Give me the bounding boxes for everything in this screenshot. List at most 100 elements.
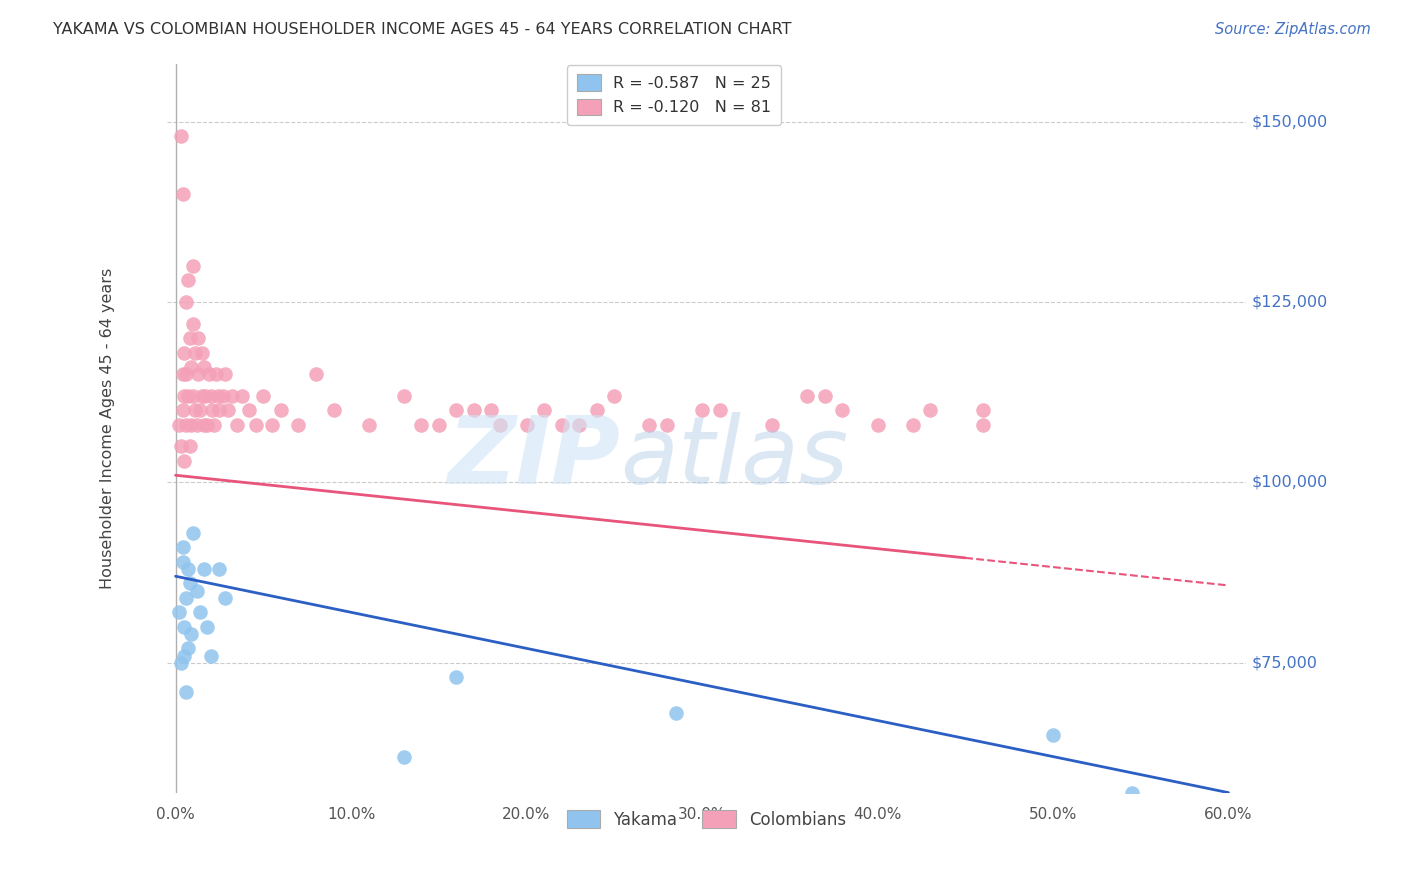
Point [181, 389, 204, 403]
Point [665, 706, 688, 721]
Point [177, 562, 200, 576]
Point [638, 417, 661, 432]
Text: 60.0%: 60.0% [1204, 806, 1253, 822]
Text: 20.0%: 20.0% [502, 806, 551, 822]
Point [177, 641, 200, 656]
Point [200, 648, 222, 663]
Point [226, 417, 249, 432]
Point [920, 403, 942, 417]
Text: $150,000: $150,000 [1251, 114, 1327, 129]
Point [427, 417, 450, 432]
Point [173, 620, 195, 634]
Point [214, 591, 236, 605]
Point [585, 403, 607, 417]
Point [690, 403, 713, 417]
Point [177, 389, 200, 403]
Point [202, 417, 225, 432]
Point [655, 417, 678, 432]
Text: ZIP: ZIP [447, 411, 620, 503]
Point [167, 605, 190, 619]
Point [188, 605, 211, 619]
Text: 40.0%: 40.0% [853, 806, 901, 822]
Text: YAKAMA VS COLOMBIAN HOUSEHOLDER INCOME AGES 45 - 64 YEARS CORRELATION CHART: YAKAMA VS COLOMBIAN HOUSEHOLDER INCOME A… [53, 22, 792, 37]
Point [173, 454, 195, 468]
Point [238, 403, 260, 417]
Point [212, 389, 235, 403]
Point [181, 525, 204, 540]
Point [221, 389, 243, 403]
Point [172, 403, 194, 417]
Point [392, 749, 415, 764]
Point [1121, 786, 1143, 800]
Point [186, 417, 208, 432]
Point [796, 389, 818, 403]
Point [603, 389, 626, 403]
Point [217, 403, 239, 417]
Point [262, 417, 284, 432]
Text: Source: ZipAtlas.com: Source: ZipAtlas.com [1215, 22, 1371, 37]
Point [167, 417, 190, 432]
Point [481, 403, 503, 417]
Point [194, 389, 217, 403]
Text: Householder Income Ages 45 - 64 years: Householder Income Ages 45 - 64 years [100, 268, 115, 589]
Point [357, 417, 380, 432]
Point [180, 417, 202, 432]
Point [392, 389, 415, 403]
Point [193, 417, 215, 432]
Point [533, 403, 555, 417]
Point [172, 555, 194, 569]
Point [173, 345, 195, 359]
Point [173, 389, 195, 403]
Point [305, 368, 328, 382]
Point [195, 620, 218, 634]
Text: $125,000: $125,000 [1251, 294, 1327, 310]
Point [208, 403, 231, 417]
Point [187, 368, 209, 382]
Point [174, 591, 197, 605]
Point [901, 417, 924, 432]
Point [179, 439, 201, 453]
Point [972, 403, 994, 417]
Point [866, 417, 889, 432]
Point [972, 417, 994, 432]
Point [245, 417, 267, 432]
Point [322, 403, 344, 417]
Point [174, 368, 197, 382]
Point [174, 295, 197, 310]
Text: 30.0%: 30.0% [678, 806, 727, 822]
Point [172, 368, 194, 382]
Point [188, 403, 211, 417]
Point [180, 359, 202, 374]
Point [193, 359, 215, 374]
Point [411, 417, 433, 432]
Point [568, 417, 591, 432]
Point [463, 403, 485, 417]
Point [208, 562, 231, 576]
Point [287, 417, 309, 432]
Point [170, 439, 193, 453]
Point [186, 583, 208, 598]
Point [252, 389, 274, 403]
Point [446, 670, 468, 684]
Point [270, 403, 292, 417]
Point [207, 389, 229, 403]
Point [709, 403, 731, 417]
Point [191, 389, 214, 403]
Point [814, 389, 837, 403]
Point [195, 417, 218, 432]
Point [181, 317, 204, 331]
Point [180, 627, 202, 641]
Point [761, 417, 783, 432]
Text: $100,000: $100,000 [1251, 475, 1327, 490]
Point [214, 368, 236, 382]
Point [174, 684, 197, 698]
Point [172, 541, 194, 555]
Point [550, 417, 572, 432]
Point [205, 368, 228, 382]
Point [191, 345, 214, 359]
Point [201, 403, 224, 417]
Point [172, 186, 194, 201]
Point [193, 562, 215, 576]
Point [515, 417, 537, 432]
Point [198, 368, 221, 382]
